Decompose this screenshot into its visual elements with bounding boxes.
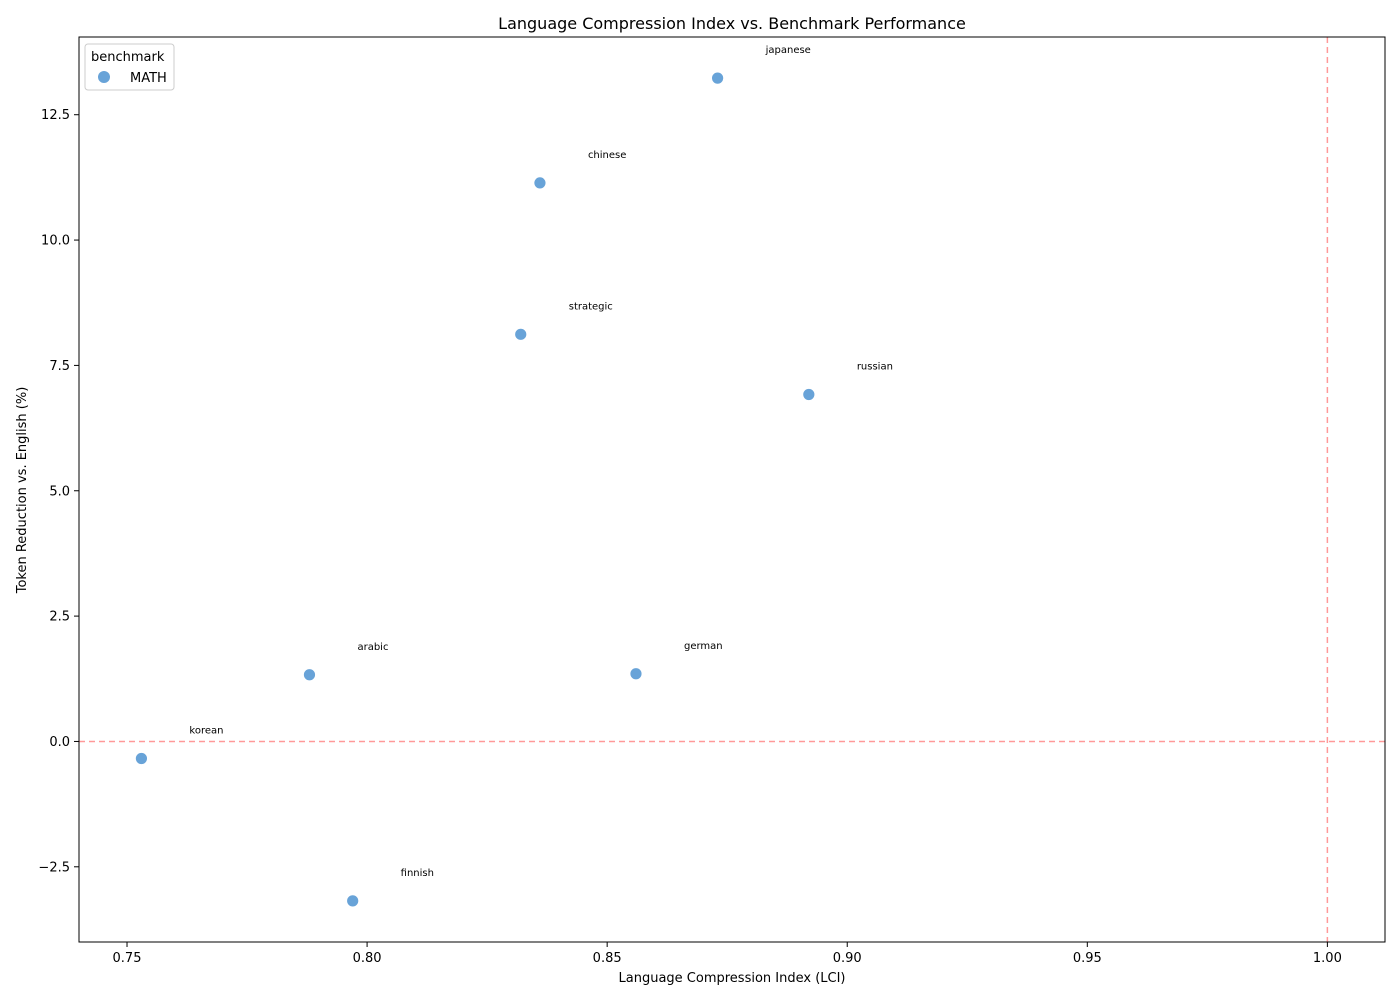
point-label-arabic: arabic [357, 642, 388, 653]
data-point-strategic [514, 327, 528, 341]
y-tick-label: 2.5 [49, 610, 70, 625]
y-tick-label: 0.0 [49, 735, 70, 750]
point-label-finnish: finnish [401, 868, 434, 879]
legend-entry-math: MATH [130, 71, 167, 86]
point-label-chinese: chinese [588, 150, 626, 161]
legend: benchmark MATH [84, 43, 175, 91]
data-points [135, 71, 816, 908]
chart-title: Language Compression Index vs. Benchmark… [498, 14, 966, 33]
data-point-finnish [346, 894, 360, 908]
reference-lines [79, 37, 1385, 942]
legend-marker [98, 71, 110, 83]
legend-title: benchmark [91, 50, 165, 65]
x-tick-label: 0.75 [113, 951, 142, 966]
y-tick-label: −2.5 [38, 860, 70, 875]
y-tick-label: 5.0 [49, 484, 70, 499]
plot-frame [78, 36, 1386, 943]
x-axis-label: Language Compression Index (LCI) [619, 971, 846, 986]
point-label-korean: korean [189, 725, 223, 736]
data-point-korean [135, 752, 148, 765]
point-label-japanese: japanese [765, 45, 811, 56]
y-tick-label: 7.5 [49, 359, 70, 374]
x-tick-label: 1.00 [1313, 951, 1342, 966]
point-label-strategic: strategic [569, 301, 613, 312]
y-axis-ticks: −2.5 0.0 2.5 5.0 7.5 10.0 12.5 [38, 108, 79, 875]
point-labels: japanese chinese strategic russian arabic ger… [189, 45, 893, 879]
y-tick-label: 10.0 [41, 234, 70, 249]
x-tick-label: 0.80 [353, 951, 382, 966]
x-tick-label: 0.90 [833, 951, 862, 966]
y-axis-label: Token Reduction vs. English (%) [15, 387, 30, 595]
x-axis-ticks: 0.75 0.80 0.85 0.90 0.95 1.00 [113, 942, 1342, 966]
point-label-german: german [684, 641, 723, 652]
data-point-russian [802, 388, 816, 401]
data-point-japanese [711, 71, 724, 85]
x-tick-label: 0.95 [1073, 951, 1102, 966]
data-point-arabic [303, 668, 316, 682]
data-point-german [629, 667, 643, 681]
data-point-chinese [533, 176, 547, 190]
y-tick-label: 12.5 [41, 108, 70, 123]
point-label-russian: russian [857, 361, 893, 372]
x-tick-label: 0.85 [593, 951, 622, 966]
